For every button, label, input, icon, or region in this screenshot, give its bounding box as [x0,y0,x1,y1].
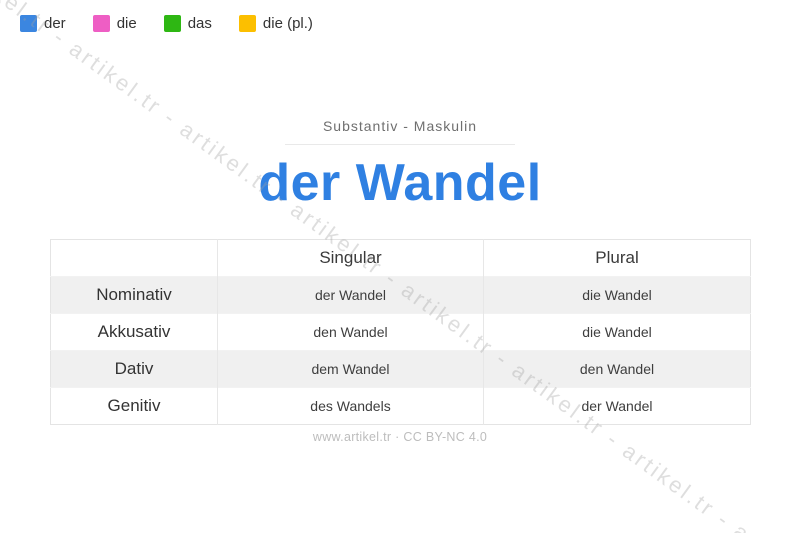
word-type-subtitle: Substantiv - Maskulin [322,118,478,134]
case-label-cell: Dativ [50,350,218,388]
singular-column-header: Singular [217,239,484,277]
gender-color-legend: der die das die (pl.) [20,15,313,32]
page-title: der Wandel [258,154,542,212]
color-swatch-der [20,15,37,32]
color-swatch-die [92,15,110,32]
legend-item-das: das [163,15,212,32]
plural-value-cell: die Wandel [483,313,751,351]
legend-item-die: die [92,15,137,32]
legend-item-der: der [20,15,66,32]
plural-column-header: Plural [483,239,751,277]
table-row-dativ: Dativ dem Wandel den Wandel [50,350,751,388]
table-row-nominativ: Nominativ der Wandel die Wandel [50,276,751,314]
case-column-header [51,240,218,277]
legend-label-die: die [116,15,137,32]
singular-value-cell: dem Wandel [217,350,484,388]
legend-label-das: das [187,15,212,32]
declension-table: Singular Plural Nominativ der Wandel die… [50,239,751,425]
color-swatch-das [163,15,181,32]
case-label-cell: Genitiv [50,387,218,425]
table-row-akkusativ: Akkusativ den Wandel die Wandel [50,313,751,351]
table-header-row: Singular Plural [51,239,751,277]
legend-label-die-pl: die (pl.) [262,15,313,32]
color-swatch-die-pl [238,15,256,32]
singular-value-cell: den Wandel [217,313,484,351]
plural-value-cell: der Wandel [483,387,751,425]
subtitle-divider [285,144,515,145]
singular-value-cell: des Wandels [217,387,484,425]
table-row-genitiv: Genitiv des Wandels der Wandel [50,387,751,425]
legend-item-die-pl: die (pl.) [238,15,313,32]
credit-line: www.artikel.tr · CC BY-NC 4.0 [312,430,488,444]
plural-value-cell: die Wandel [483,276,751,314]
singular-value-cell: der Wandel [217,276,484,314]
legend-label-der: der [44,15,66,32]
plural-value-cell: den Wandel [483,350,751,388]
case-label-cell: Nominativ [50,276,218,314]
case-label-cell: Akkusativ [50,313,218,351]
